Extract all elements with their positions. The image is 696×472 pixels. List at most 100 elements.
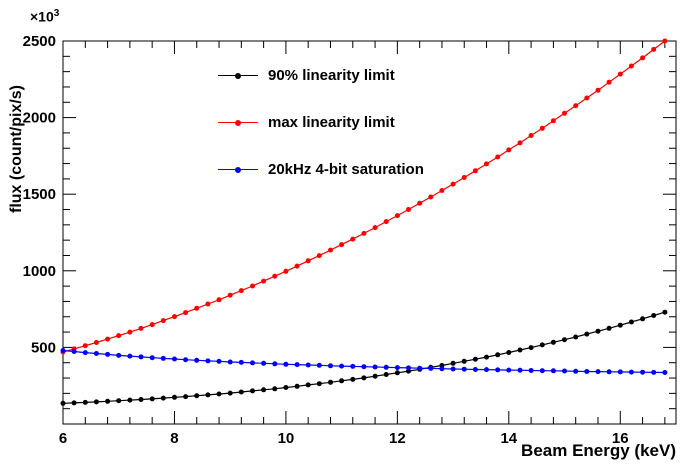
data-point bbox=[82, 343, 88, 349]
data-point bbox=[517, 347, 523, 353]
data-point bbox=[539, 125, 545, 131]
data-point bbox=[316, 362, 322, 368]
data-point bbox=[472, 367, 478, 372]
data-point bbox=[662, 309, 668, 315]
data-point bbox=[183, 357, 189, 363]
legend-label: 90% linearity limit bbox=[268, 67, 395, 84]
data-point bbox=[495, 352, 501, 358]
y-axis-title: flux (count/pix/s) bbox=[8, 85, 25, 213]
data-point bbox=[294, 362, 300, 368]
data-point bbox=[339, 242, 345, 248]
data-point bbox=[283, 385, 289, 390]
data-point bbox=[484, 367, 489, 373]
data-point bbox=[461, 358, 467, 364]
data-point bbox=[472, 168, 478, 174]
data-point bbox=[305, 362, 311, 368]
data-point bbox=[428, 365, 434, 371]
legend-marker-red-dot-icon bbox=[218, 118, 258, 128]
legend: 90% linearity limit max linearity limit … bbox=[218, 52, 424, 193]
data-point bbox=[450, 181, 456, 187]
data-point bbox=[183, 394, 189, 400]
data-point bbox=[82, 399, 88, 405]
data-point bbox=[138, 325, 144, 331]
data-point bbox=[194, 393, 200, 399]
data-point bbox=[506, 147, 512, 153]
data-point bbox=[417, 200, 423, 206]
data-point bbox=[328, 379, 333, 385]
data-point bbox=[539, 342, 545, 348]
data-point bbox=[584, 331, 590, 337]
data-point bbox=[651, 46, 657, 52]
data-point bbox=[194, 305, 200, 311]
data-point bbox=[149, 396, 155, 402]
data-point bbox=[227, 359, 233, 365]
data-point bbox=[506, 367, 512, 373]
y-tick-label: 2500 bbox=[23, 33, 56, 50]
data-point bbox=[127, 329, 133, 335]
y-tick-label: 1000 bbox=[23, 263, 56, 280]
data-point bbox=[305, 258, 311, 264]
legend-item-saturation: 20kHz 4-bit saturation bbox=[218, 146, 424, 193]
data-point bbox=[517, 367, 523, 373]
x-tick-label: 14 bbox=[500, 430, 517, 447]
data-point bbox=[550, 339, 556, 345]
data-point bbox=[628, 63, 634, 69]
data-point bbox=[105, 351, 111, 357]
legend-label: 20kHz 4-bit saturation bbox=[268, 161, 424, 178]
data-point bbox=[439, 366, 445, 372]
data-point bbox=[550, 368, 556, 374]
data-point bbox=[461, 366, 467, 372]
data-point bbox=[261, 387, 267, 393]
data-point bbox=[93, 340, 99, 345]
data-point bbox=[517, 140, 523, 146]
y-tick-label: 1500 bbox=[23, 186, 56, 203]
data-point bbox=[617, 369, 623, 375]
data-point bbox=[350, 236, 356, 242]
data-point bbox=[71, 349, 77, 354]
data-point bbox=[394, 365, 400, 371]
data-point bbox=[205, 301, 211, 307]
data-point bbox=[160, 395, 166, 401]
data-point bbox=[328, 247, 333, 253]
data-point bbox=[640, 316, 646, 322]
data-point bbox=[651, 313, 657, 318]
data-point bbox=[227, 292, 233, 298]
data-point bbox=[316, 381, 322, 387]
x-tick-label: 12 bbox=[389, 430, 406, 447]
data-point bbox=[116, 398, 122, 404]
data-point bbox=[573, 334, 579, 340]
data-point bbox=[138, 397, 144, 402]
data-point bbox=[617, 71, 623, 77]
series-1 bbox=[60, 38, 668, 355]
data-point bbox=[250, 283, 255, 289]
data-point bbox=[595, 87, 601, 93]
data-point bbox=[573, 103, 579, 109]
data-point bbox=[584, 95, 590, 101]
axis-ticks bbox=[62, 40, 676, 424]
exponent-prefix: ×10 bbox=[30, 8, 54, 25]
plot-frame bbox=[62, 40, 677, 425]
data-point bbox=[105, 398, 111, 404]
data-point bbox=[272, 386, 278, 392]
data-point bbox=[149, 355, 155, 361]
data-point bbox=[361, 230, 367, 236]
data-point bbox=[172, 314, 177, 320]
data-point bbox=[116, 352, 122, 358]
data-point bbox=[82, 350, 88, 356]
data-point bbox=[127, 353, 133, 359]
data-point bbox=[172, 394, 177, 400]
data-point bbox=[361, 364, 367, 370]
data-point bbox=[562, 368, 567, 374]
legend-item-90-linearity: 90% linearity limit bbox=[218, 52, 424, 99]
data-point bbox=[261, 360, 267, 366]
data-point bbox=[238, 288, 244, 294]
data-point bbox=[394, 370, 400, 376]
data-point bbox=[595, 328, 601, 334]
data-point bbox=[417, 365, 423, 371]
data-point bbox=[439, 188, 445, 193]
data-point bbox=[160, 355, 166, 361]
x-tick-label: 10 bbox=[278, 430, 295, 447]
data-point bbox=[216, 391, 222, 397]
data-point bbox=[606, 369, 612, 375]
